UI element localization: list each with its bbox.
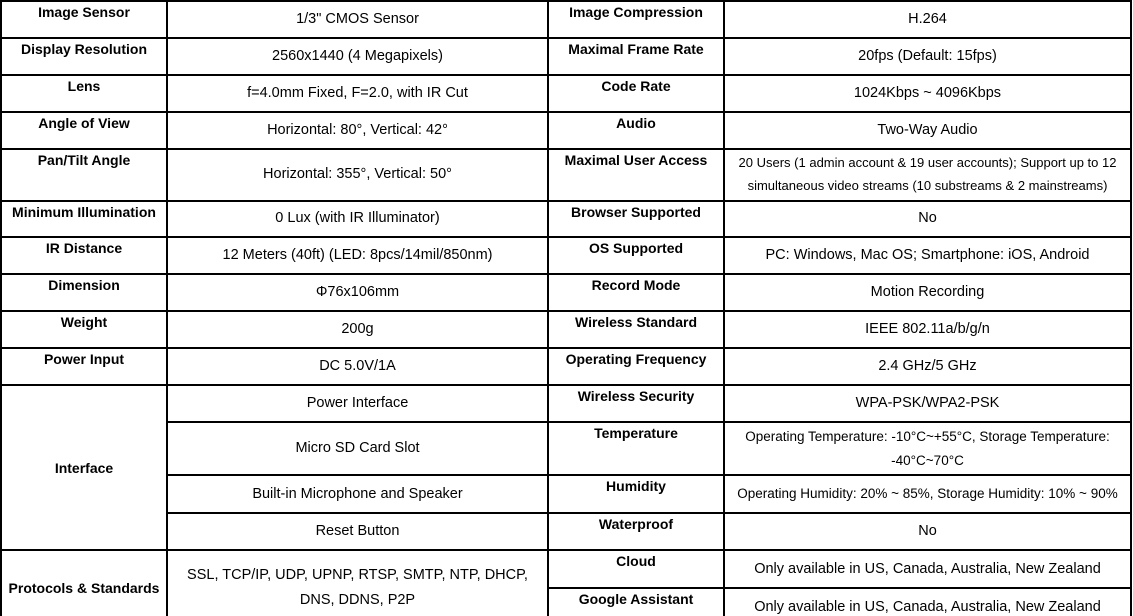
code-rate-value: 1024Kbps ~ 4096Kbps (723, 74, 1132, 113)
interface-power-interface-value: Power Interface (166, 384, 549, 423)
table-row: Protocols & Standards SSL, TCP/IP, UDP, … (0, 549, 1132, 616)
table-row: Google Assistant Only available in US, C… (1, 587, 1132, 616)
image-sensor-value: 1/3" CMOS Sensor (166, 0, 549, 39)
table-row: IR Distance 12 Meters (40ft) (LED: 8pcs/… (0, 236, 1132, 275)
maximal-user-access-label: Maximal User Access (547, 148, 725, 202)
browser-supported-value: No (723, 200, 1132, 238)
waterproof-value: No (723, 512, 1132, 552)
cloud-value: Only available in US, Canada, Australia,… (723, 549, 1132, 590)
maximal-frame-rate-label: Maximal Frame Rate (547, 37, 725, 76)
wireless-standard-value: IEEE 802.11a/b/g/n (723, 310, 1132, 349)
wireless-standard-label: Wireless Standard (547, 310, 725, 349)
humidity-label: Humidity (547, 474, 725, 515)
pan-tilt-angle-label: Pan/Tilt Angle (0, 148, 168, 202)
table-row: Pan/Tilt Angle Horizontal: 355°, Vertica… (0, 148, 1132, 202)
table-row: Built-in Microphone and Speaker Humidity… (1, 474, 1132, 515)
table-row: Reset Button Waterproof No (1, 512, 1132, 552)
audio-label: Audio (547, 111, 725, 150)
os-supported-value: PC: Windows, Mac OS; Smartphone: iOS, An… (723, 236, 1132, 275)
waterproof-label: Waterproof (547, 512, 725, 552)
table-row: Display Resolution 2560x1440 (4 Megapixe… (0, 37, 1132, 76)
audio-value: Two-Way Audio (723, 111, 1132, 150)
humidity-value: Operating Humidity: 20% ~ 85%, Storage H… (723, 474, 1132, 515)
browser-supported-label: Browser Supported (547, 200, 725, 238)
image-compression-value: H.264 (723, 0, 1132, 39)
operating-frequency-label: Operating Frequency (547, 347, 725, 386)
image-compression-label: Image Compression (547, 0, 725, 39)
table-row: Micro SD Card Slot Temperature Operating… (1, 420, 1132, 477)
protocols-standards-value: SSL, TCP/IP, UDP, UPNP, RTSP, SMTP, NTP,… (166, 549, 549, 616)
display-resolution-label: Display Resolution (0, 37, 168, 76)
table-row: Angle of View Horizontal: 80°, Vertical:… (0, 111, 1132, 150)
power-input-label: Power Input (0, 347, 168, 386)
interface-micro-sd-slot-value: Micro SD Card Slot (166, 420, 549, 477)
record-mode-label: Record Mode (547, 273, 725, 312)
interface-label: Interface (0, 383, 168, 552)
wireless-security-label: Wireless Security (547, 384, 725, 423)
maximal-user-access-value: 20 Users (1 admin account & 19 user acco… (723, 148, 1132, 202)
minimum-illumination-value: 0 Lux (with IR Illuminator) (166, 200, 549, 238)
os-supported-label: OS Supported (547, 236, 725, 275)
dimension-label: Dimension (0, 273, 168, 312)
wireless-security-value: WPA-PSK/WPA2-PSK (723, 384, 1132, 423)
minimum-illumination-label: Minimum Illumination (0, 200, 168, 238)
google-assistant-value: Only available in US, Canada, Australia,… (723, 587, 1132, 616)
interface-reset-button-value: Reset Button (166, 512, 549, 552)
table-row: Power Input DC 5.0V/1A Operating Frequen… (0, 347, 1132, 386)
ir-distance-value: 12 Meters (40ft) (LED: 8pcs/14mil/850nm) (166, 236, 549, 275)
display-resolution-value: 2560x1440 (4 Megapixels) (166, 37, 549, 76)
temperature-value: Operating Temperature: -10°C~+55°C, Stor… (723, 420, 1132, 477)
maximal-frame-rate-value: 20fps (Default: 15fps) (723, 37, 1132, 76)
power-input-value: DC 5.0V/1A (166, 347, 549, 386)
table-row: Lens f=4.0mm Fixed, F=2.0, with IR Cut C… (0, 74, 1132, 113)
weight-label: Weight (0, 310, 168, 349)
lens-label: Lens (0, 74, 168, 113)
temperature-label: Temperature (547, 420, 725, 477)
dimension-value: Φ76x106mm (166, 273, 549, 312)
ir-distance-label: IR Distance (0, 236, 168, 275)
table-row: Image Sensor 1/3" CMOS Sensor Image Comp… (0, 0, 1132, 39)
operating-frequency-value: 2.4 GHz/5 GHz (723, 347, 1132, 386)
table-row: Interface Power Interface Wireless Secur… (0, 383, 1132, 552)
code-rate-label: Code Rate (547, 74, 725, 113)
angle-of-view-value: Horizontal: 80°, Vertical: 42° (166, 111, 549, 150)
image-sensor-label: Image Sensor (0, 0, 168, 39)
weight-value: 200g (166, 310, 549, 349)
angle-of-view-label: Angle of View (0, 111, 168, 150)
lens-value: f=4.0mm Fixed, F=2.0, with IR Cut (166, 74, 549, 113)
table-row: Minimum Illumination 0 Lux (with IR Illu… (0, 200, 1132, 238)
google-assistant-label: Google Assistant (547, 587, 725, 616)
table-row: Weight 200g Wireless Standard IEEE 802.1… (0, 310, 1132, 349)
pan-tilt-angle-value: Horizontal: 355°, Vertical: 50° (166, 148, 549, 202)
interface-microphone-speaker-value: Built-in Microphone and Speaker (166, 474, 549, 515)
protocols-standards-label: Protocols & Standards (0, 549, 168, 616)
cloud-label: Cloud (547, 549, 725, 590)
table-row: Dimension Φ76x106mm Record Mode Motion R… (0, 273, 1132, 312)
record-mode-value: Motion Recording (723, 273, 1132, 312)
